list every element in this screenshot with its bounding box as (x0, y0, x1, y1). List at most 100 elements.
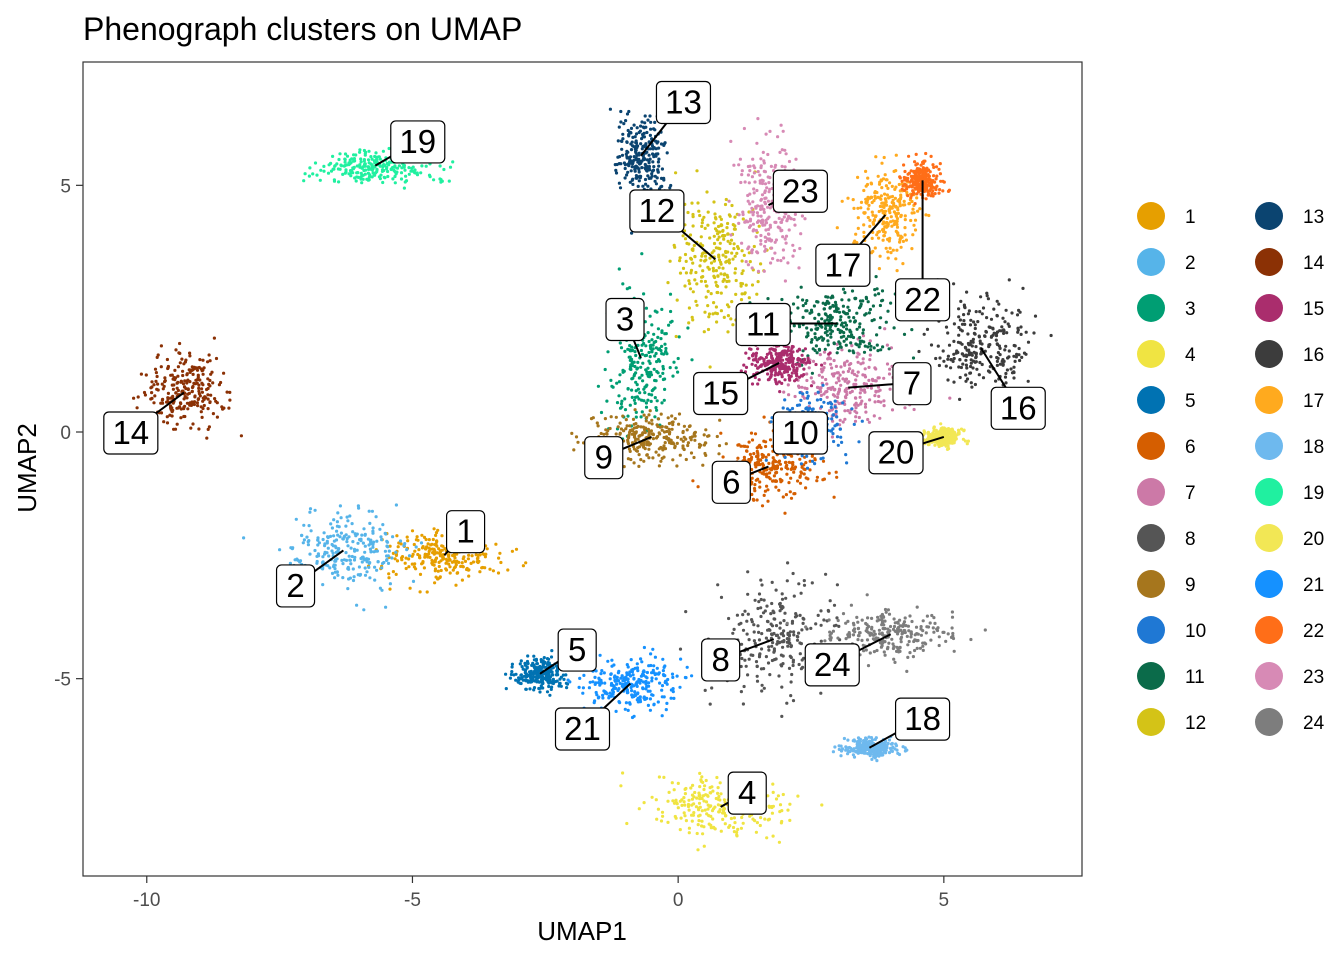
point-4 (741, 821, 745, 825)
point-1 (437, 560, 441, 565)
point-8 (814, 622, 818, 626)
point-19 (374, 151, 378, 155)
point-18 (867, 735, 871, 739)
point-12 (712, 301, 716, 305)
point-8 (735, 613, 740, 617)
point-16 (967, 353, 971, 357)
point-18 (872, 755, 876, 759)
point-11 (805, 299, 809, 303)
point-2 (313, 508, 317, 512)
point-16 (964, 373, 968, 377)
point-19 (372, 172, 376, 176)
point-7 (807, 366, 811, 370)
point-14 (197, 386, 201, 390)
point-5 (559, 684, 563, 688)
point-6 (771, 479, 775, 483)
point-14 (206, 393, 210, 397)
point-9 (631, 429, 635, 433)
point-12 (709, 261, 714, 265)
point-16 (971, 337, 976, 341)
point-14 (160, 398, 164, 402)
point-7 (854, 401, 858, 405)
point-8 (753, 641, 757, 646)
point-3 (633, 350, 637, 354)
point-8 (801, 621, 805, 626)
point-12 (724, 285, 728, 289)
point-11 (858, 342, 862, 346)
point-2 (405, 548, 409, 552)
point-15 (742, 363, 746, 367)
point-12 (704, 295, 708, 299)
point-8 (750, 618, 754, 622)
point-2 (294, 517, 298, 521)
point-19 (375, 170, 379, 174)
cluster-points-18 (831, 735, 909, 763)
point-6 (745, 445, 750, 449)
point-8 (837, 624, 841, 629)
point-7 (846, 369, 851, 373)
point-14 (154, 371, 158, 375)
point-16 (989, 317, 994, 321)
point-8 (741, 628, 746, 632)
point-11 (829, 317, 833, 321)
point-8 (743, 609, 747, 613)
point-17 (889, 215, 893, 219)
point-12 (726, 232, 730, 236)
point-11 (820, 317, 824, 321)
point-8 (782, 639, 786, 643)
point-19 (370, 175, 374, 179)
point-16 (968, 343, 972, 347)
point-16 (922, 332, 926, 336)
point-2 (315, 561, 319, 565)
point-1 (416, 538, 420, 542)
point-5 (512, 673, 516, 677)
point-13 (647, 153, 651, 157)
point-14 (176, 380, 180, 384)
point-12 (725, 303, 730, 307)
point-9 (685, 428, 689, 432)
point-15 (766, 372, 770, 376)
point-15 (791, 350, 795, 354)
point-12 (708, 365, 712, 369)
point-3 (644, 368, 648, 372)
point-4 (687, 826, 692, 830)
point-3 (644, 405, 649, 409)
point-9 (602, 432, 606, 436)
point-6 (808, 459, 812, 463)
point-8 (784, 596, 788, 600)
point-6 (798, 457, 802, 461)
point-14 (196, 373, 200, 377)
point-7 (848, 391, 852, 395)
point-19 (383, 176, 387, 180)
point-4 (692, 802, 696, 806)
point-9 (707, 434, 711, 438)
point-12 (691, 224, 695, 228)
point-3 (655, 360, 659, 364)
point-16 (1009, 367, 1013, 371)
point-11 (836, 327, 840, 332)
point-17 (881, 205, 885, 209)
point-5 (554, 664, 559, 668)
point-16 (964, 353, 968, 357)
point-7 (845, 387, 849, 391)
point-7 (838, 373, 842, 377)
point-6 (769, 468, 774, 472)
point-9 (574, 435, 579, 439)
point-3 (653, 415, 657, 419)
point-11 (823, 312, 828, 316)
point-13 (640, 147, 644, 151)
point-2 (362, 527, 366, 531)
point-17 (886, 256, 890, 260)
point-17 (873, 246, 877, 250)
point-11 (835, 351, 839, 355)
point-2 (368, 540, 373, 544)
point-1 (476, 556, 480, 560)
point-13 (646, 184, 650, 188)
point-12 (719, 223, 723, 227)
point-10 (798, 391, 802, 395)
point-8 (753, 598, 757, 602)
point-1 (387, 572, 391, 576)
point-2 (332, 518, 336, 522)
point-10 (769, 420, 773, 424)
point-6 (779, 480, 783, 484)
